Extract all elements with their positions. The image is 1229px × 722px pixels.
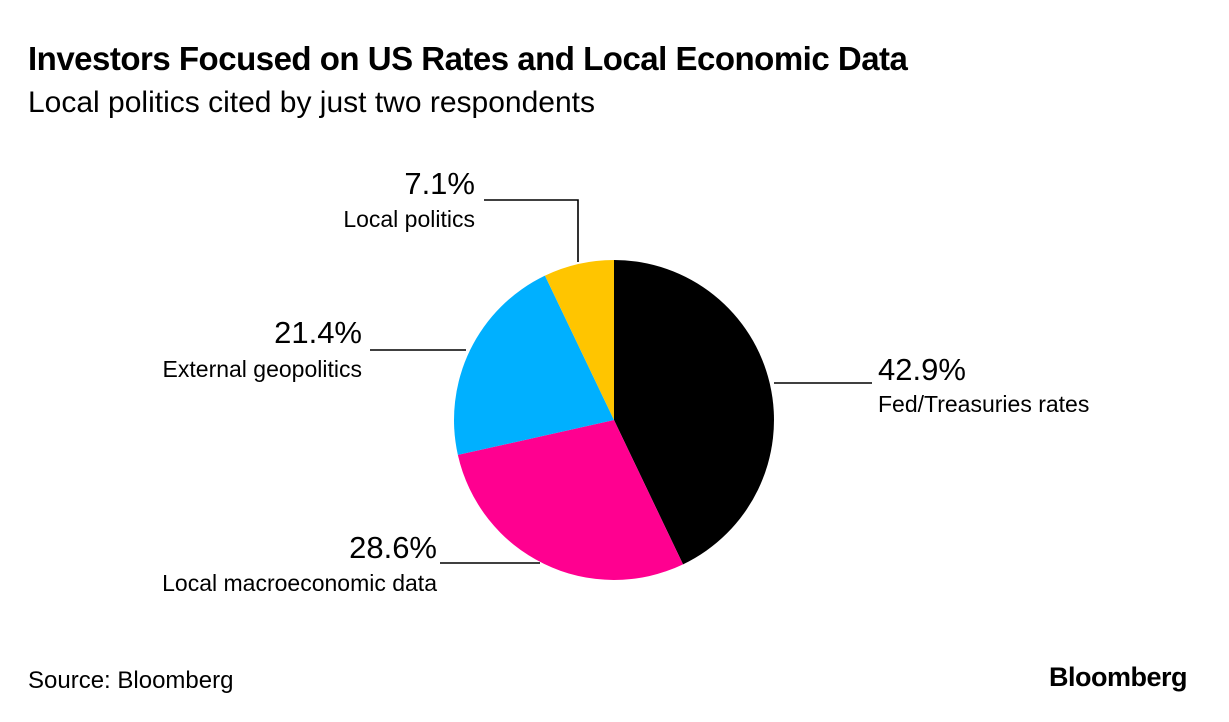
pie-slice-local-macroeconomic-data	[457, 420, 684, 580]
pie-slice-local-politics	[544, 260, 614, 420]
slice-value-label-external-geopolitics: 21.4%	[274, 315, 362, 350]
slice-value-label-local-politics: 7.1%	[404, 166, 475, 201]
pie-slice-external-geopolitics	[453, 275, 614, 455]
slice-category-label-external-geopolitics: External geopolitics	[163, 356, 362, 382]
slice-value-label-local-macro: 28.6%	[349, 530, 437, 565]
slice-category-label-local-macro: Local macroeconomic data	[162, 570, 437, 596]
chart-subtitle: Local politics cited by just two respond…	[28, 86, 595, 119]
leader-line-local-politics	[484, 199, 579, 262]
source-note: Source: Bloomberg	[28, 667, 234, 694]
leader-lines	[370, 199, 872, 564]
slice-category-label-local-politics: Local politics	[343, 206, 475, 232]
pie-slices	[453, 260, 774, 580]
bloomberg-logo: Bloomberg	[1049, 662, 1188, 692]
chart-title: Investors Focused on US Rates and Local …	[28, 40, 908, 77]
slice-category-label-fed-treasuries: Fed/Treasuries rates	[878, 391, 1089, 417]
pie-slice-fed-treasuries-rates	[614, 260, 774, 565]
slice-value-label-fed-treasuries: 42.9%	[878, 352, 966, 387]
